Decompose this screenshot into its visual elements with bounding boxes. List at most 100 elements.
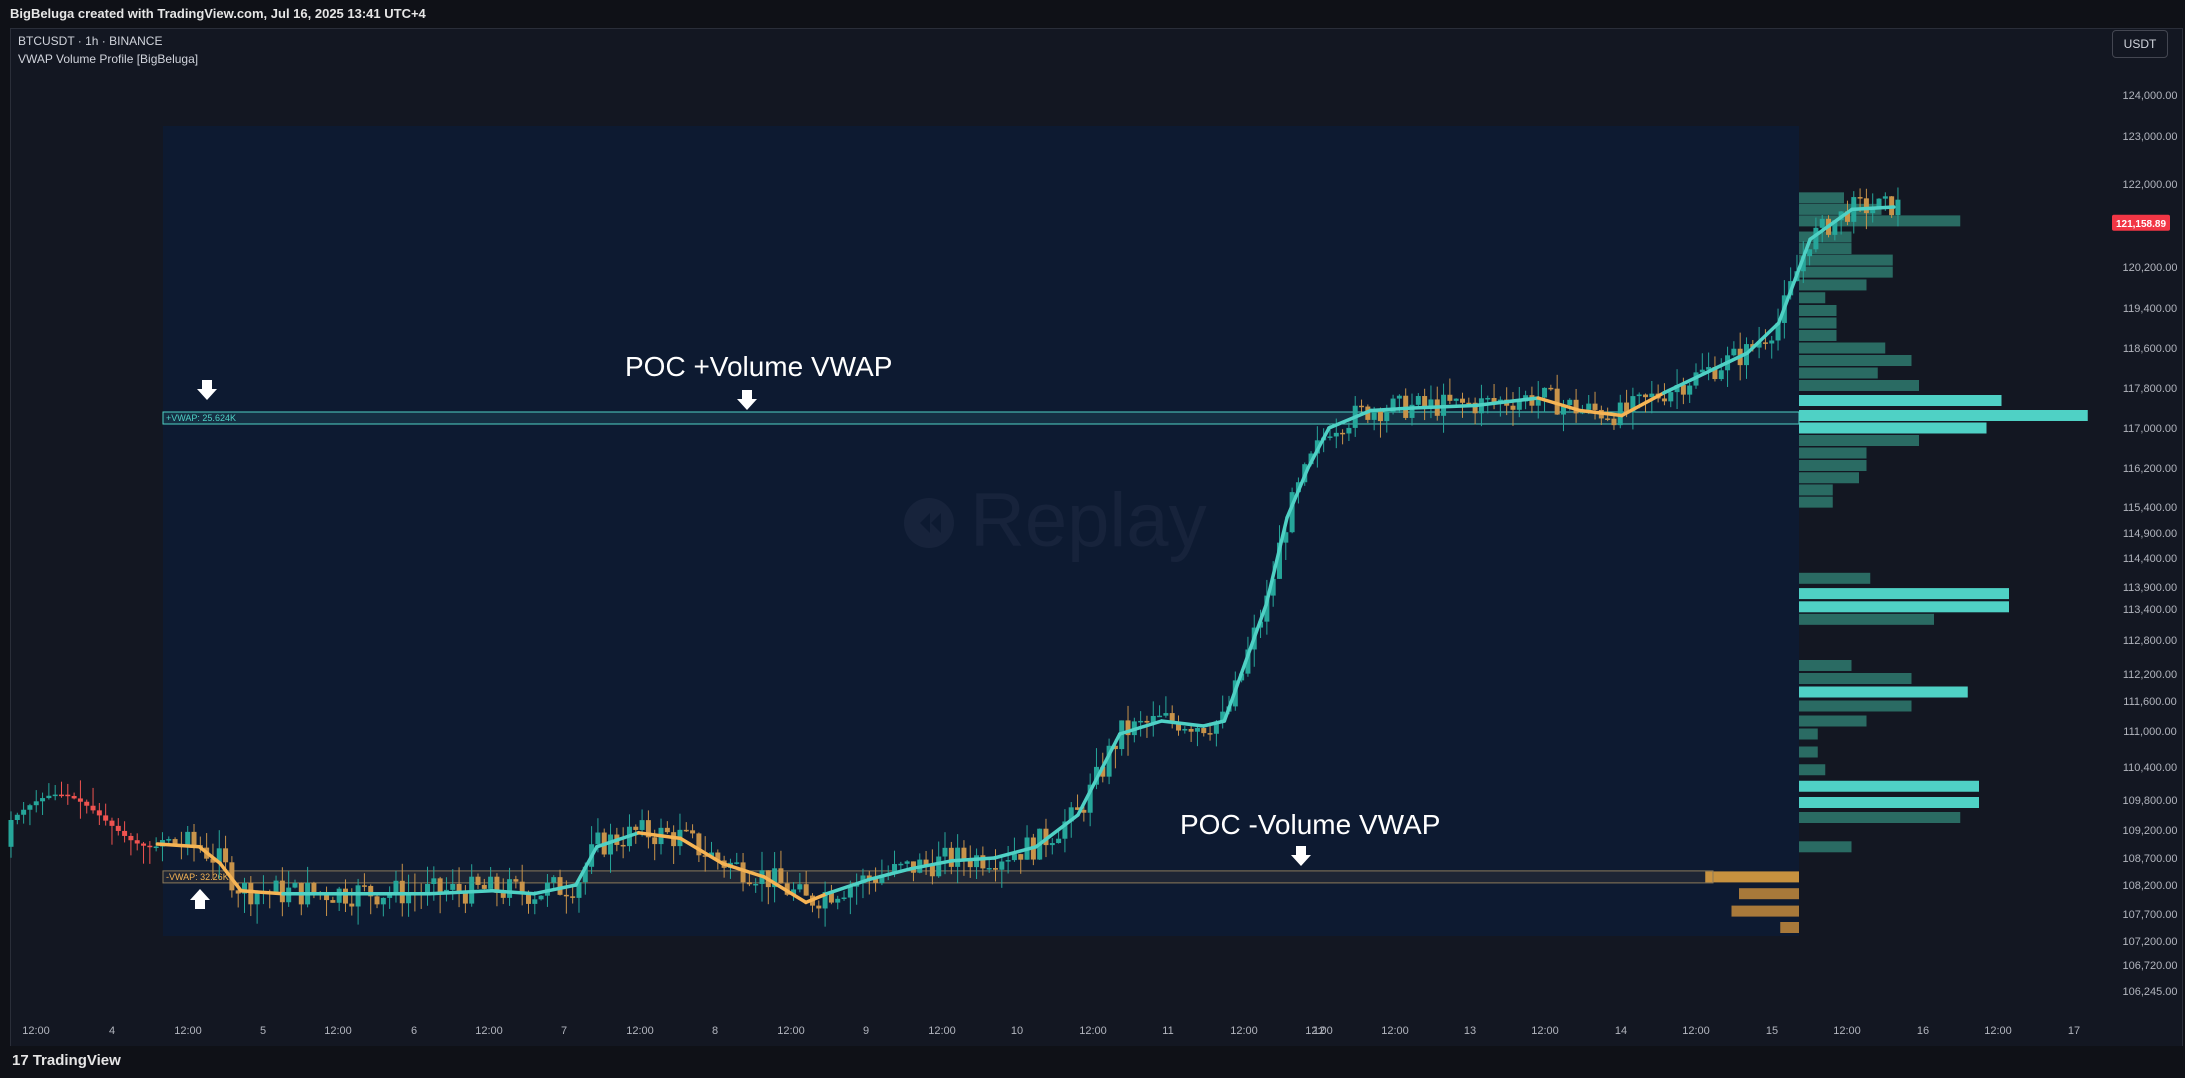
candle-body	[923, 859, 929, 865]
candle-body	[368, 885, 374, 897]
candle-body	[1005, 860, 1011, 862]
candle-body	[1289, 492, 1295, 533]
candle-body	[1800, 256, 1806, 272]
candle-body	[986, 868, 992, 870]
candle-body	[1649, 393, 1655, 398]
down-arrow-icon	[737, 390, 757, 410]
tradingview-logo[interactable]: 17 TradingView	[12, 1052, 121, 1069]
volume-profile-bar	[1799, 686, 1968, 698]
volume-profile-bar	[1799, 422, 1987, 434]
volume-profile-bar	[1799, 395, 2002, 406]
currency-button[interactable]: USDT	[2112, 30, 2168, 58]
volume-profile-bar	[1799, 435, 1919, 446]
candle-body	[683, 829, 689, 832]
candle-body	[645, 820, 651, 838]
volume-profile-bar	[1799, 728, 1818, 740]
candle-body	[1807, 249, 1813, 257]
vwap-segment	[866, 867, 913, 882]
candle-body	[1081, 809, 1087, 813]
time-tick-label: 8	[712, 1025, 718, 1037]
candle-body	[355, 885, 361, 907]
candle-body	[1087, 784, 1093, 813]
price-tick-label: 109,200.00	[2122, 825, 2177, 837]
candle-body	[1624, 402, 1630, 413]
vwap-segment	[490, 889, 536, 896]
candle-body	[980, 855, 986, 869]
volume-profile-bar	[1799, 764, 1826, 776]
vwap-segment	[636, 831, 683, 841]
candle-body	[349, 903, 355, 907]
candle-body	[1756, 342, 1762, 348]
candle-body	[1422, 396, 1428, 407]
vwap-segment	[762, 875, 808, 905]
price-axis[interactable]: 124,000.00 123,000.00 122,000.00 120,200.00…	[2112, 90, 2178, 998]
candle-body	[1516, 401, 1522, 410]
candle-body	[336, 888, 342, 903]
candle-body	[1472, 402, 1478, 414]
vwap-segment	[825, 877, 871, 896]
candle-body	[1762, 342, 1768, 344]
price-tick-label: 107,200.00	[2122, 936, 2177, 948]
candle-body	[431, 878, 437, 884]
candle-body	[1863, 198, 1869, 214]
candle-body	[406, 892, 412, 904]
price-tick-label: 111,000.00	[2123, 726, 2176, 738]
candle-body	[14, 814, 20, 820]
volume-profile-bar	[1799, 342, 1886, 354]
price-tick-label: 115,400.00	[2123, 502, 2177, 514]
candle-body	[797, 884, 803, 890]
poc-plus-title: POC +Volume VWAP	[625, 351, 892, 382]
volume-profile-bar	[1799, 496, 1833, 508]
volume-profile-bar	[1799, 254, 1893, 266]
candle-body	[942, 847, 948, 857]
candle-body	[1857, 197, 1863, 199]
vwap-segment	[1724, 351, 1750, 365]
time-axis[interactable]: 12:00 4 12:00 5 12:00 6 12:00 7 12:00 8 12:00 9 12:0…	[22, 1025, 2080, 1037]
candle-body	[1775, 322, 1781, 341]
candle-body	[898, 863, 904, 866]
candle-body	[90, 805, 96, 811]
candle-body	[481, 884, 487, 889]
candle-body	[223, 848, 229, 863]
candle-body	[210, 858, 216, 863]
candle-body	[500, 892, 506, 898]
price-tick-label: 108,200.00	[2122, 880, 2177, 892]
indicator-line[interactable]: VWAP Volume Profile [BigBeluga]	[18, 52, 199, 66]
vwap-segment	[1076, 732, 1122, 817]
candle-body	[1718, 370, 1724, 380]
price-tick-label: 116,200.00	[2123, 463, 2177, 475]
time-tick-label: 7	[561, 1025, 567, 1037]
candle-body	[1112, 745, 1118, 750]
price-tick-label: 122,000.00	[2122, 179, 2177, 191]
time-tick-label: 17	[2068, 1025, 2080, 1037]
candle-body	[1813, 227, 1819, 250]
candle-body	[1333, 432, 1339, 437]
candle-body	[1415, 396, 1421, 405]
candle-body	[841, 897, 847, 900]
candle-body	[1542, 387, 1548, 398]
top-caption-bar: BigBeluga created with TradingView.com, …	[0, 0, 2185, 28]
candle-body	[84, 801, 90, 806]
volume-profile-bar	[1799, 305, 1837, 316]
volume-profile-bar	[1799, 279, 1867, 291]
time-tick-label: 12:00	[1984, 1025, 2012, 1037]
candle-body	[1491, 397, 1497, 402]
candle-body	[753, 883, 759, 886]
candle-body	[109, 820, 115, 826]
candle-body	[595, 832, 601, 845]
volume-profile-bar	[1799, 355, 1912, 366]
candle-body	[1680, 385, 1686, 395]
time-tick-label: 12:00	[928, 1025, 956, 1037]
candle-body	[690, 830, 696, 834]
vwap-segment	[992, 845, 1038, 860]
symbol-line[interactable]: BTCUSDT · 1h · BINANCE	[18, 34, 163, 48]
volume-profile-bar	[1799, 203, 1882, 215]
candle-body	[1699, 369, 1705, 373]
candle-body	[892, 864, 898, 874]
candle-body	[46, 795, 52, 799]
candle-body	[1075, 807, 1081, 810]
vwap-segment	[1850, 205, 1896, 212]
candle-body	[462, 892, 468, 904]
vwap-segment	[532, 883, 578, 896]
